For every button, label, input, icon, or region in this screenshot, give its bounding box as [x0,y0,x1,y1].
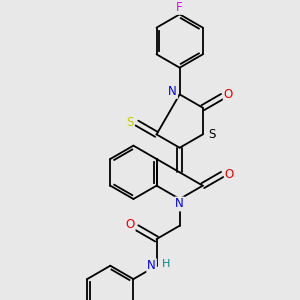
Text: N: N [175,197,184,210]
Text: O: O [125,218,135,231]
Text: O: O [225,168,234,181]
Text: H: H [162,259,171,269]
Text: S: S [126,116,134,129]
Text: N: N [147,259,156,272]
Text: S: S [208,128,215,141]
Text: N: N [168,85,177,98]
Text: F: F [176,1,183,14]
Text: O: O [224,88,233,101]
